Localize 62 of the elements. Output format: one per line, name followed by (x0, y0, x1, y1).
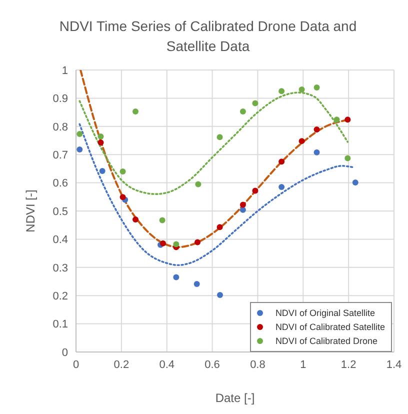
y-tick-label: 0.6 (52, 178, 68, 190)
x-tick-label: 1 (300, 358, 306, 371)
x-tick-label: 1.2 (340, 358, 356, 371)
x-tick-label: 0.8 (250, 358, 266, 371)
point (98, 134, 104, 140)
point (195, 181, 202, 188)
point (120, 168, 126, 175)
point (314, 149, 320, 156)
legend-label: NDVI of Calibrated Drone (274, 335, 378, 348)
point (314, 126, 320, 132)
point (252, 188, 258, 194)
point (173, 274, 180, 280)
y-axis-title: NDVI [-] (23, 190, 38, 232)
point (298, 86, 305, 92)
y-tick-label: 0.1 (52, 318, 68, 331)
y-tick-label: 0.9 (52, 93, 68, 106)
point (334, 116, 340, 123)
y-tick-label: 0.3 (52, 262, 68, 274)
point (252, 100, 258, 106)
chart-title: NDVI Time Series of Calibrated Drone Data and Satellite Data (58, 17, 358, 56)
point (99, 168, 106, 174)
point (352, 180, 358, 186)
y-tick-label: 0.2 (52, 290, 68, 303)
point (344, 155, 351, 162)
y-tick-label: 0.8 (52, 121, 68, 134)
x-tick-label: 0 (72, 358, 80, 371)
point (216, 224, 223, 230)
y-tick-label: 0.7 (52, 150, 68, 162)
point (217, 292, 224, 298)
point (159, 217, 166, 224)
point (132, 216, 139, 222)
point (278, 184, 285, 190)
point (240, 202, 246, 208)
y-tick-label: 0.4 (52, 234, 68, 246)
point (194, 239, 201, 246)
legend-label: NDVI of Original Satellite (274, 307, 376, 320)
y-tick-label: 0.5 (52, 206, 68, 218)
point (344, 116, 351, 123)
x-tick-label: 1.4 (386, 358, 402, 371)
point (216, 134, 223, 140)
x-tick-label: 0.2 (114, 358, 130, 371)
point (120, 194, 126, 200)
point (173, 241, 180, 248)
point (194, 281, 200, 288)
point (278, 88, 285, 94)
point (160, 240, 166, 246)
point (98, 139, 104, 146)
point (314, 84, 320, 90)
x-tick-label: 0.4 (159, 358, 175, 371)
point (76, 146, 83, 153)
point (298, 138, 305, 144)
legend-label: NDVI of Calibrated Satellite (274, 321, 385, 334)
point (132, 108, 139, 114)
line-series (78, 123, 354, 266)
x-axis-title: Date [-] (215, 391, 255, 405)
y-tick-label: 0 (62, 346, 68, 359)
point (76, 131, 83, 138)
x-tick-label: 0.6 (204, 358, 220, 371)
point (278, 158, 285, 165)
y-tick-label: 1 (62, 64, 68, 77)
point (240, 108, 246, 114)
point (240, 206, 246, 213)
